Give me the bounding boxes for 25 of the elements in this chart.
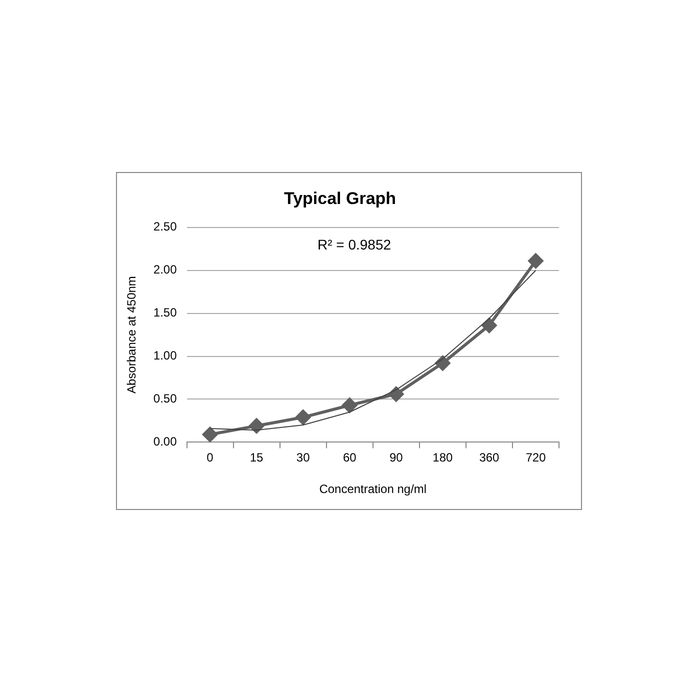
- x-tick-label: 15: [250, 450, 264, 465]
- y-axis-title: Absorbance at 450nm: [124, 276, 139, 394]
- y-tick-label: 1.00: [153, 348, 178, 363]
- point: [482, 318, 497, 333]
- y-tick-label: 2.00: [153, 262, 178, 277]
- x-tick-label: 180: [432, 450, 454, 465]
- point: [296, 410, 311, 425]
- x-axis-title: Concentration ng/ml: [319, 482, 427, 496]
- point: [528, 253, 544, 268]
- y-tick-label: 0.00: [153, 434, 178, 449]
- x-tick-label: 60: [342, 450, 357, 465]
- y-tick-label: 2.50: [153, 220, 178, 234]
- y-tick-label: 1.50: [153, 306, 178, 320]
- point: [388, 386, 404, 402]
- x-tick-label: 360: [479, 450, 500, 465]
- x-tick-label: 90: [389, 450, 404, 465]
- annotation: R² = 0.9852: [317, 236, 392, 252]
- point: [202, 426, 218, 442]
- point: [249, 418, 264, 434]
- chart-title: Typical Graph: [284, 188, 396, 208]
- point: [342, 398, 358, 413]
- x-tick-label: 720: [526, 450, 546, 465]
- y-tick-label: 0.50: [153, 392, 178, 406]
- x-tick-label: 0: [206, 450, 214, 465]
- x-tick-label: 30: [296, 450, 310, 465]
